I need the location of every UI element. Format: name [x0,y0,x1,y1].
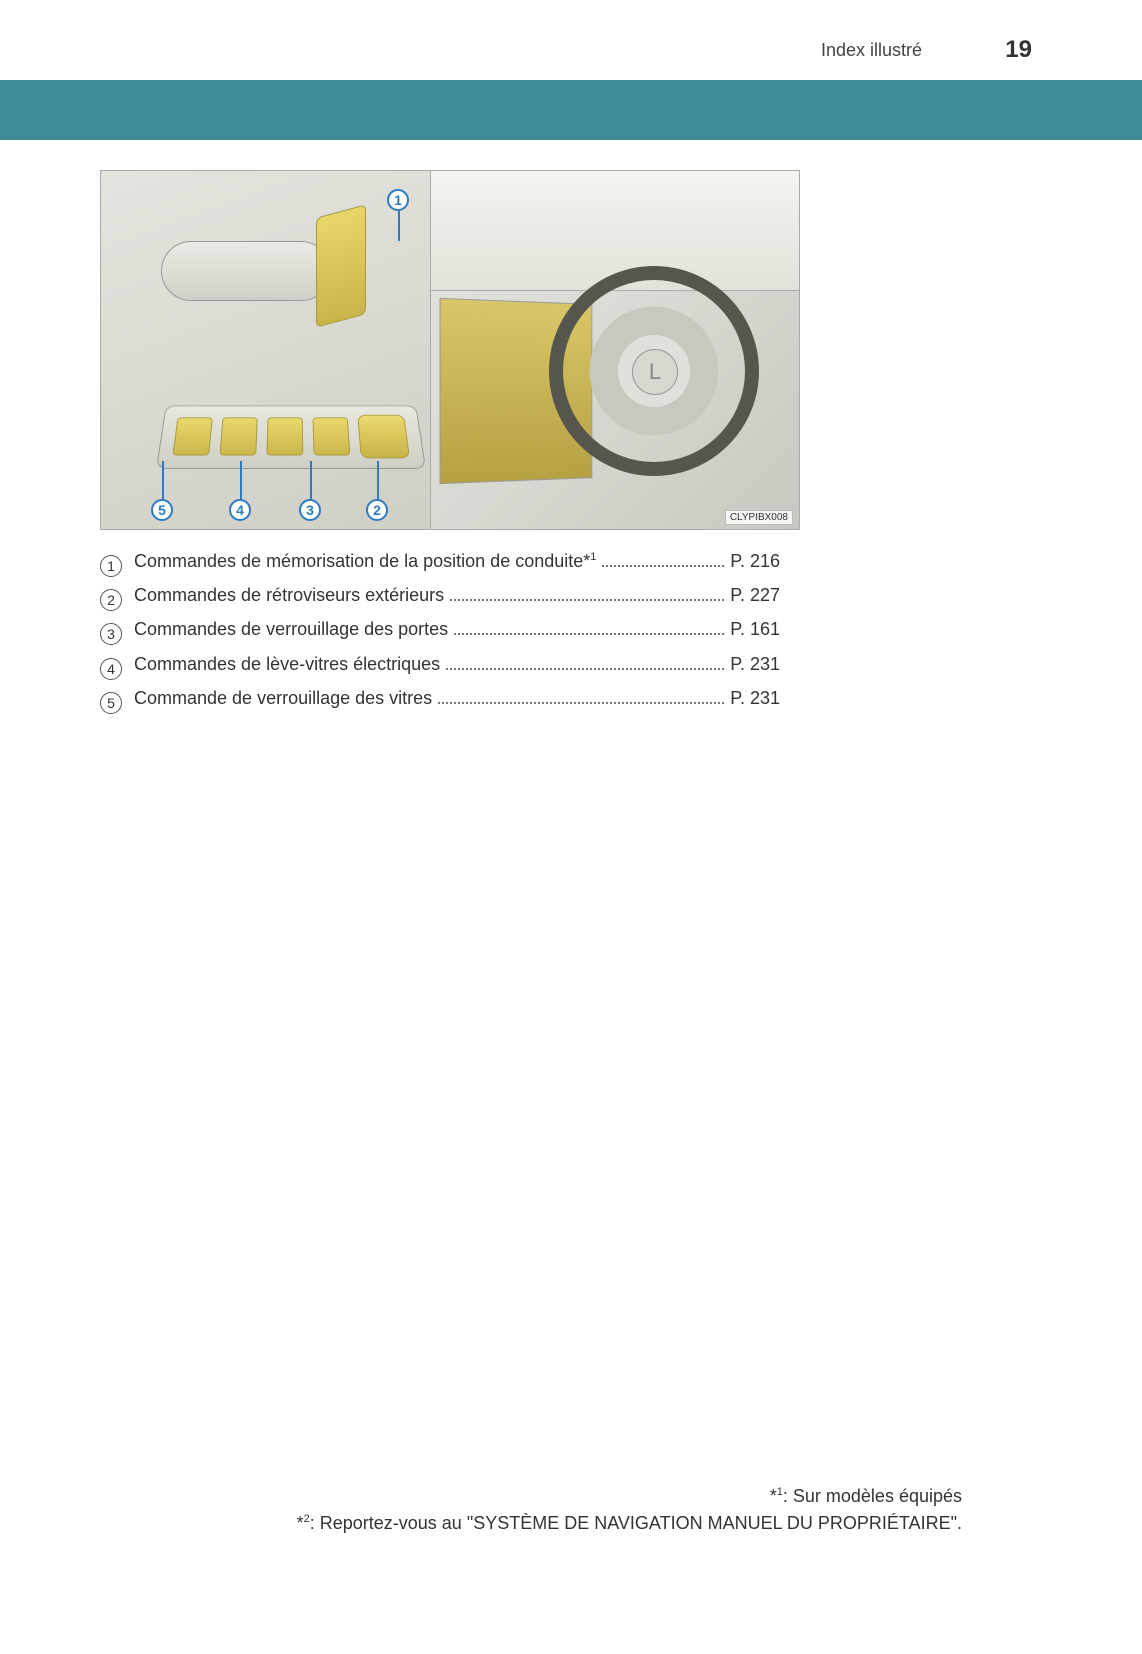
leader-dots [454,633,724,635]
index-number-circle: 4 [100,658,122,680]
index-number-circle: 3 [100,623,122,645]
index-number-circle: 2 [100,589,122,611]
footnote-ref-sup: 1 [590,551,596,563]
callout-line [398,211,400,241]
callout-line [310,461,312,499]
switch-shape [172,417,212,455]
leader-dots [446,668,724,670]
index-row: 1Commandes de mémorisation de la positio… [100,544,780,578]
switch-shape [313,417,351,455]
header-color-bar [0,80,1142,140]
door-handle-shape [161,241,331,301]
index-row: 2 Commandes de rétroviseurs extérieurs P. … [100,578,780,612]
page-reference: P. 216 [730,544,780,578]
illustration-code: CLYPIBX008 [725,510,793,525]
index-row: 4 Commandes de lève-vitres électriques P. … [100,647,780,681]
illustration-panel: 1 2 3 4 5 CLYPIBX008 [100,170,800,530]
window-switch-strip [156,405,426,469]
callout-3: 3 [299,499,321,521]
footnote-marker: * [770,1486,777,1506]
callout-4: 4 [229,499,251,521]
callout-2: 2 [366,499,388,521]
callout-line [377,461,379,499]
leader-dots [450,599,724,601]
mirror-switch-shape [357,415,410,459]
page-reference: P. 227 [730,578,780,612]
index-row: 5 Commande de verrouillage des vitres P. 2… [100,681,780,715]
index-description: Commandes de rétroviseurs extérieurs [134,578,444,612]
page-reference: P. 231 [730,681,780,715]
footnote-1: *1: Sur modèles équipés [100,1486,962,1507]
index-list: 1Commandes de mémorisation de la positio… [100,544,780,715]
page-reference: P. 231 [730,647,780,681]
page-reference: P. 161 [730,612,780,646]
section-title: Index illustré [821,40,922,61]
index-number-circle: 5 [100,692,122,714]
index-row: 3 Commandes de verrouillage des portes P. … [100,612,780,646]
content-area: 1 2 3 4 5 CLYPIBX008 1Commandes de mémor… [100,170,800,715]
footnote-2: *2: Reportez-vous au "SYSTÈME DE NAVIGAT… [100,1513,962,1534]
callout-line [162,461,164,499]
footnotes: *1: Sur modèles équipés *2: Reportez-vou… [100,1480,962,1534]
index-description: Commandes de mémorisation de la position… [134,544,596,578]
steering-wheel-shape [549,266,759,476]
index-description: Commandes de verrouillage des portes [134,612,448,646]
callout-line [240,461,242,499]
callout-5: 5 [151,499,173,521]
index-number-circle: 1 [100,555,122,577]
page-number: 19 [1005,36,1032,64]
footnote-text: : Reportez-vous au "SYSTÈME DE NAVIGATIO… [310,1513,962,1533]
index-description: Commandes de lève-vitres électriques [134,647,440,681]
switch-shape [219,417,257,455]
index-description: Commande de verrouillage des vitres [134,681,432,715]
leader-dots [602,565,724,567]
leader-dots [438,702,724,704]
switch-shape [266,417,303,455]
footnote-text: : Sur modèles équipés [783,1486,962,1506]
page-header: Index illustré 19 [0,0,1142,140]
footnote-marker: * [297,1513,304,1533]
memory-switches-highlight [316,204,366,327]
callout-1: 1 [387,189,409,211]
door-panel-shape [101,171,431,530]
